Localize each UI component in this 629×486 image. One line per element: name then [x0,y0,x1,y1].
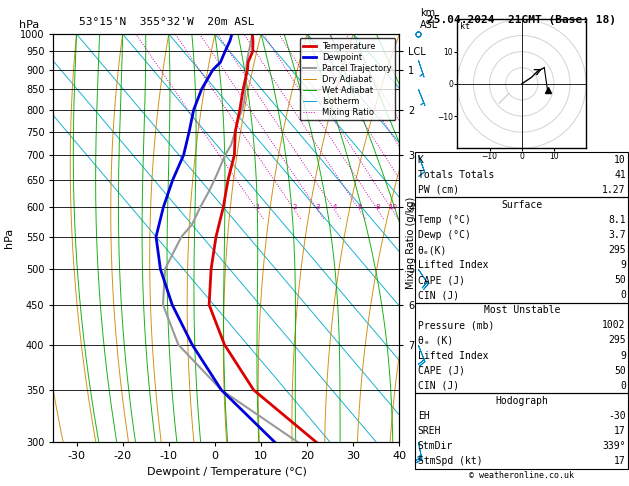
Text: K: K [418,155,423,165]
Text: 1: 1 [255,204,260,210]
Text: 10: 10 [387,204,397,210]
Text: 339°: 339° [603,441,626,451]
Text: 8.1: 8.1 [608,215,626,225]
Text: © weatheronline.co.uk: © weatheronline.co.uk [469,471,574,480]
Text: θₑ(K): θₑ(K) [418,245,447,255]
Text: 1002: 1002 [603,320,626,330]
Text: 0: 0 [620,290,626,300]
Text: kt: kt [460,22,470,31]
Text: Totals Totals: Totals Totals [418,170,494,180]
Text: Pressure (mb): Pressure (mb) [418,320,494,330]
Text: 8: 8 [376,204,380,210]
Text: 3.7: 3.7 [608,230,626,240]
Text: 10: 10 [614,155,626,165]
Text: 0: 0 [620,381,626,391]
Text: 4: 4 [333,204,337,210]
Text: EH: EH [418,411,430,421]
Text: 9: 9 [620,350,626,361]
Text: Most Unstable: Most Unstable [484,305,560,315]
Text: -30: -30 [608,411,626,421]
Text: 50: 50 [614,275,626,285]
Text: hPa: hPa [19,20,39,30]
Text: km
ASL: km ASL [420,8,438,30]
Text: 25.04.2024  21GMT (Base: 18): 25.04.2024 21GMT (Base: 18) [427,15,616,25]
Legend: Temperature, Dewpoint, Parcel Trajectory, Dry Adiabat, Wet Adiabat, Isotherm, Mi: Temperature, Dewpoint, Parcel Trajectory… [300,38,395,121]
Text: 1.27: 1.27 [603,185,626,195]
Text: StmDir: StmDir [418,441,453,451]
Text: Lifted Index: Lifted Index [418,350,488,361]
Text: 41: 41 [614,170,626,180]
Text: CIN (J): CIN (J) [418,381,459,391]
Text: CIN (J): CIN (J) [418,290,459,300]
Text: PW (cm): PW (cm) [418,185,459,195]
Text: 50: 50 [614,365,626,376]
Text: 17: 17 [614,456,626,466]
Text: SREH: SREH [418,426,441,436]
Text: Dewp (°C): Dewp (°C) [418,230,470,240]
Text: CAPE (J): CAPE (J) [418,275,465,285]
Text: 295: 295 [608,335,626,346]
Text: 2: 2 [292,204,297,210]
Text: 17: 17 [614,426,626,436]
Text: 6: 6 [357,204,362,210]
Text: CAPE (J): CAPE (J) [418,365,465,376]
Text: Lifted Index: Lifted Index [418,260,488,270]
X-axis label: Dewpoint / Temperature (°C): Dewpoint / Temperature (°C) [147,467,306,477]
Text: θₑ (K): θₑ (K) [418,335,453,346]
Text: Temp (°C): Temp (°C) [418,215,470,225]
Text: 9: 9 [620,260,626,270]
Text: Surface: Surface [501,200,542,210]
Text: StmSpd (kt): StmSpd (kt) [418,456,482,466]
Text: Hodograph: Hodograph [495,396,548,406]
Y-axis label: hPa: hPa [4,228,14,248]
Text: 53°15'N  355°32'W  20m ASL: 53°15'N 355°32'W 20m ASL [79,17,254,27]
Text: Mixing Ratio (g/kg): Mixing Ratio (g/kg) [406,197,416,289]
Text: 3: 3 [316,204,320,210]
Text: 295: 295 [608,245,626,255]
